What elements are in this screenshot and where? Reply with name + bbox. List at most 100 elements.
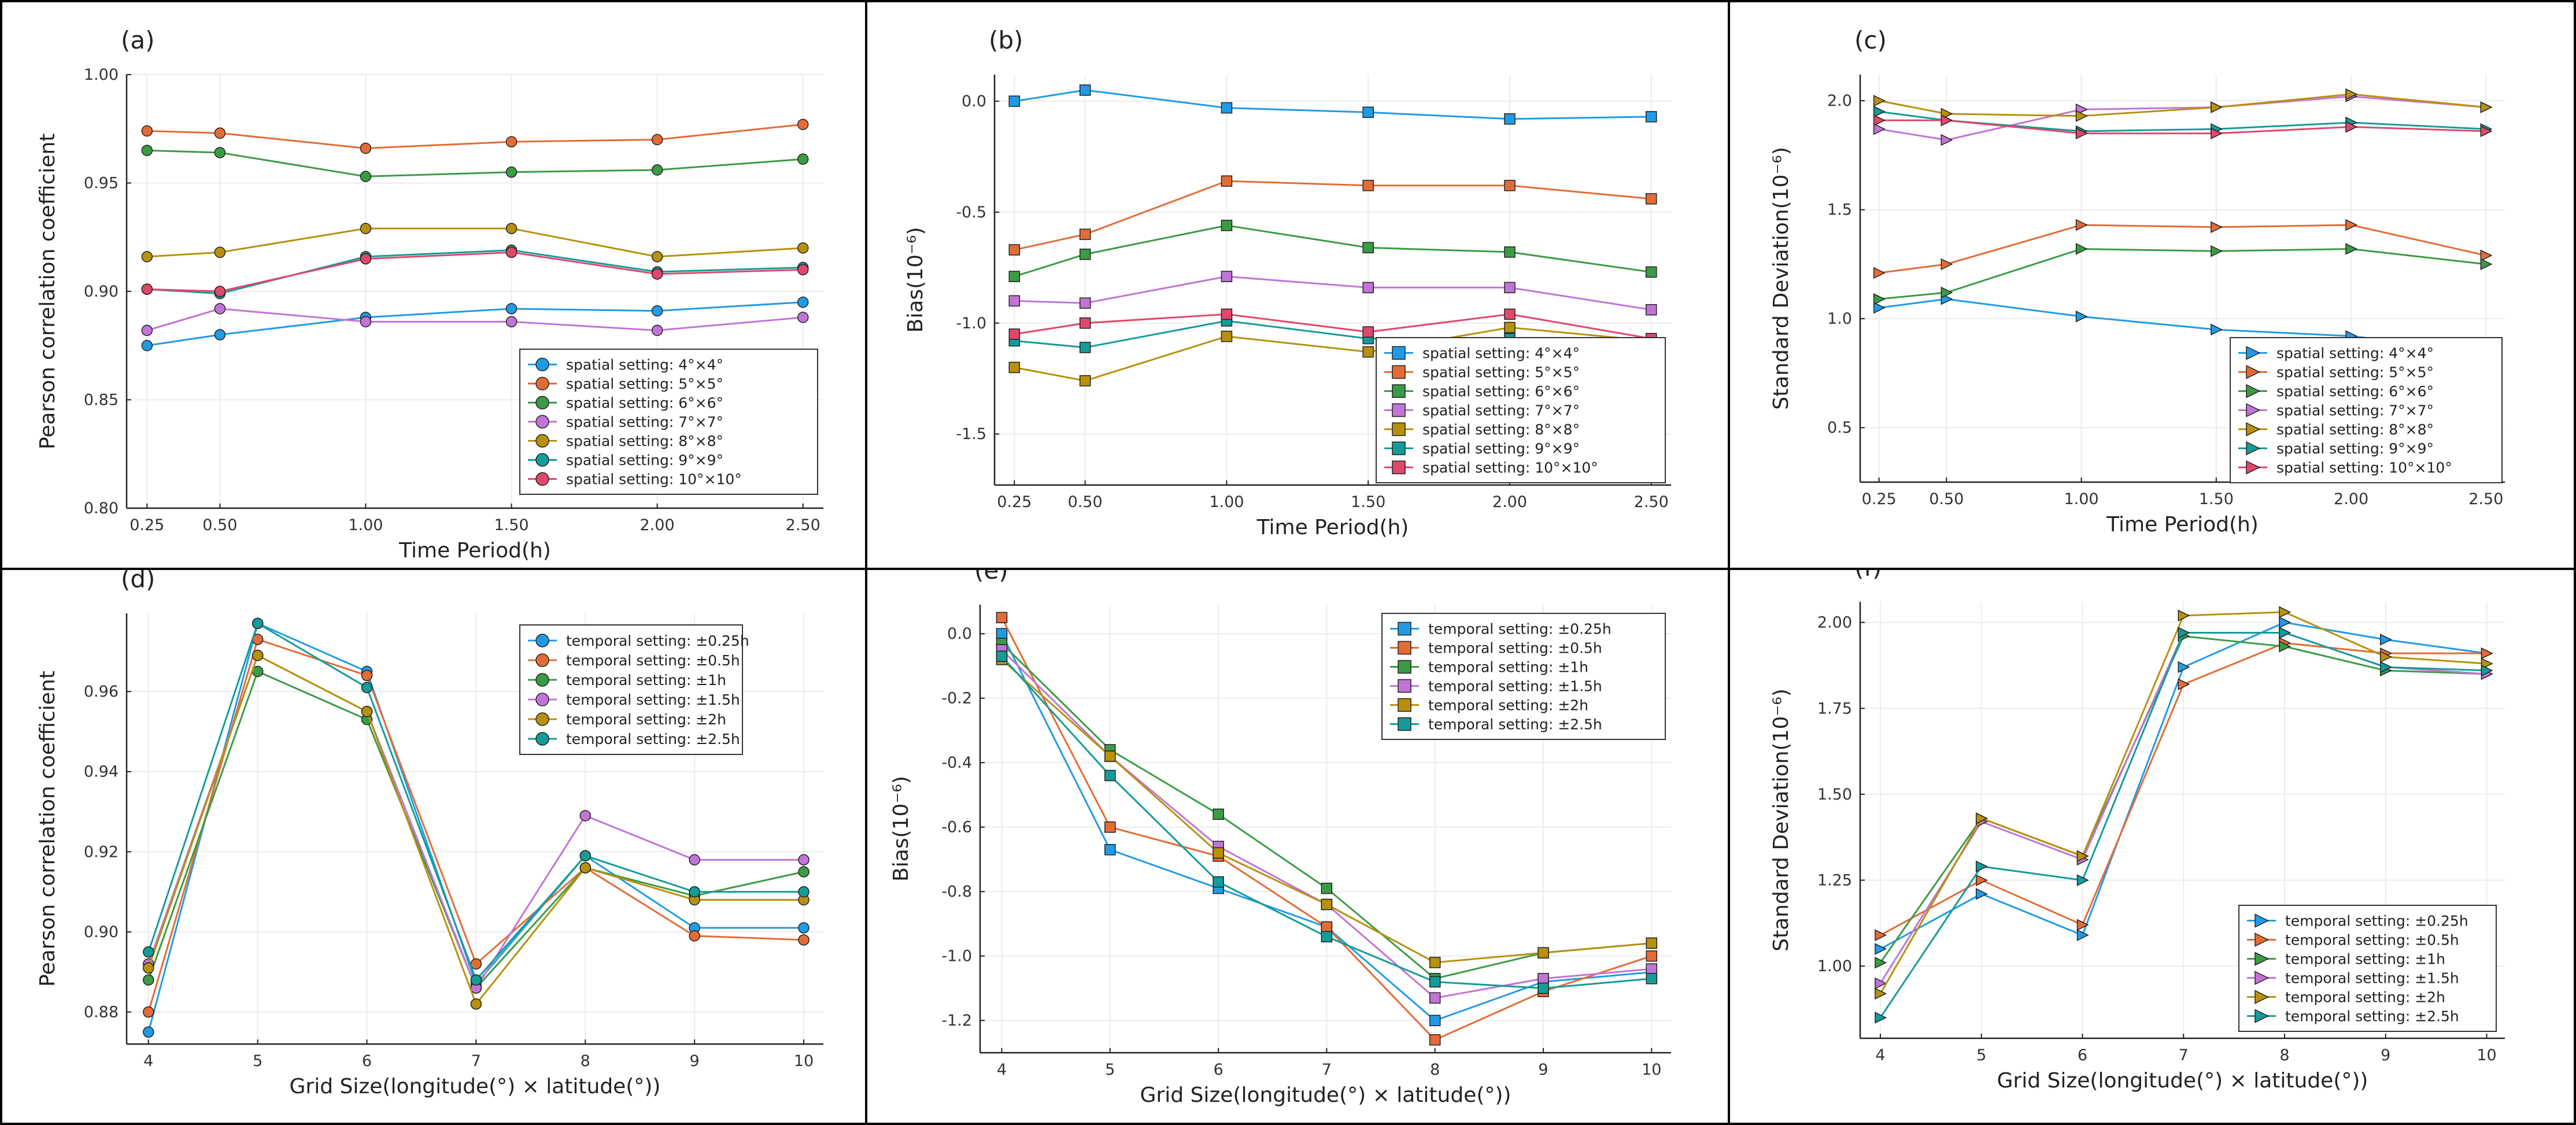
legend-box [1376, 337, 1666, 483]
data-point [798, 922, 810, 934]
series-line [147, 251, 803, 293]
data-point [651, 164, 663, 176]
data-point [361, 706, 373, 717]
data-point [2075, 110, 2088, 122]
series-4 [1008, 271, 1657, 316]
legend-marker [2246, 460, 2261, 475]
legend-marker [2255, 971, 2270, 985]
x-tick-label: 10 [1642, 1061, 1661, 1079]
data-point [1504, 321, 1516, 334]
data-point [1079, 342, 1091, 353]
legend-marker [535, 395, 549, 410]
data-point [1079, 297, 1091, 309]
chart-svg: (a) 0.25 0.50 1.00 1.50 2.00 2.50 0.80 0.85 0.90 0… [36, 26, 823, 562]
x-tick-label: 1.00 [1209, 493, 1244, 511]
y-tick-label: -1.0 [941, 948, 972, 965]
series-1 [1008, 84, 1657, 125]
data-point [1538, 982, 1549, 994]
legend-label: temporal setting: ±0.5h [1428, 640, 1602, 657]
data-point [1429, 976, 1441, 988]
data-point [1362, 282, 1374, 294]
data-point [1429, 1034, 1441, 1046]
y-axis-label: Pearson correlation coefficient [36, 671, 60, 987]
data-point [1645, 304, 1657, 316]
legend-label: spatial setting: 9°×9° [566, 452, 723, 469]
legend-label: temporal setting: ±2.5h [566, 731, 740, 747]
data-point [2279, 616, 2292, 628]
series-5 [1875, 606, 2493, 1000]
data-point [1104, 769, 1116, 782]
y-tick-label: 0.95 [84, 175, 119, 193]
data-point [2211, 127, 2223, 139]
data-point [1875, 987, 1887, 1000]
chart-panel: (b) 0.25 0.50 1.00 1.50 2.00 2.50 -1.5 -1.0 -0.5 0… [865, 0, 1730, 570]
y-tick-label: 1.75 [1817, 700, 1852, 717]
y-tick-label: 0.85 [84, 391, 119, 409]
data-point [798, 934, 810, 946]
x-tick-label: 0.25 [1862, 490, 1897, 508]
data-point [1008, 295, 1021, 307]
series-5 [1873, 88, 2493, 122]
data-point [2075, 310, 2088, 323]
data-point [1221, 308, 1233, 320]
legend-label: temporal setting: ±2.5h [2285, 1008, 2459, 1025]
legend-label: temporal setting: ±1.5h [1428, 678, 1602, 695]
data-point [214, 286, 226, 297]
x-tick-label: 6 [2078, 1046, 2087, 1064]
data-point [689, 930, 700, 942]
data-point [1873, 267, 1886, 279]
y-axis-label: Pearson correlation coefficient [36, 134, 60, 450]
x-tick-label: 1.50 [1351, 493, 1385, 511]
y-tick-label: 0.96 [84, 683, 119, 701]
data-point [579, 850, 592, 862]
chart-panel: (f) 4 5 6 7 8 9 10 1.00 1.25 1.50 1.75 2.00 Grid Size… [1728, 568, 2576, 1125]
data-point [1646, 973, 1658, 985]
panel-label: (c) [1854, 26, 1887, 54]
y-tick-label: 1.50 [1817, 786, 1852, 804]
data-point [1104, 821, 1116, 833]
series-line [1014, 327, 1651, 382]
data-point [360, 171, 372, 182]
data-point [141, 283, 153, 295]
data-point [360, 316, 372, 328]
legend: temporal setting: ±0.25h temporal setting… [1381, 613, 1666, 740]
data-point [1079, 84, 1091, 96]
data-point [470, 998, 482, 1010]
x-tick-label: 9 [1538, 1061, 1548, 1079]
x-tick-label: 2.50 [2468, 490, 2503, 508]
legend-marker [535, 376, 549, 391]
data-point [1008, 244, 1021, 256]
data-point [1221, 271, 1233, 282]
data-point [1221, 220, 1233, 231]
x-tick-label: 0.50 [202, 516, 237, 534]
legend-label: spatial setting: 8°×8° [566, 433, 723, 450]
legend-marker [1398, 641, 1411, 655]
legend-marker [1398, 660, 1411, 674]
data-point [143, 946, 154, 958]
data-point [2345, 219, 2358, 231]
data-point [1213, 876, 1224, 888]
data-point [2481, 664, 2493, 677]
series-6 [1875, 627, 2493, 1024]
legend-marker [2246, 384, 2261, 398]
x-tick-label: 4 [997, 1061, 1007, 1079]
legend-label: temporal setting: ±2h [566, 711, 726, 728]
legend-label: spatial setting: 10°×10° [2276, 460, 2452, 476]
data-point [1504, 180, 1516, 191]
data-point [1008, 328, 1021, 340]
data-point [1975, 874, 1988, 886]
data-point [1941, 134, 1953, 146]
y-tick-label: 1.00 [1817, 957, 1852, 975]
data-point [143, 962, 154, 974]
data-point [470, 958, 482, 970]
data-point [1504, 246, 1516, 258]
data-point [505, 136, 518, 147]
x-tick-label: 2.50 [1634, 493, 1669, 511]
data-point [2345, 88, 2358, 101]
data-point [360, 142, 372, 154]
data-point [2345, 243, 2358, 255]
legend-marker [535, 415, 549, 429]
data-point [1221, 175, 1233, 187]
series-line [1879, 248, 2486, 300]
legend-label: temporal setting: ±0.25h [1428, 621, 1612, 638]
